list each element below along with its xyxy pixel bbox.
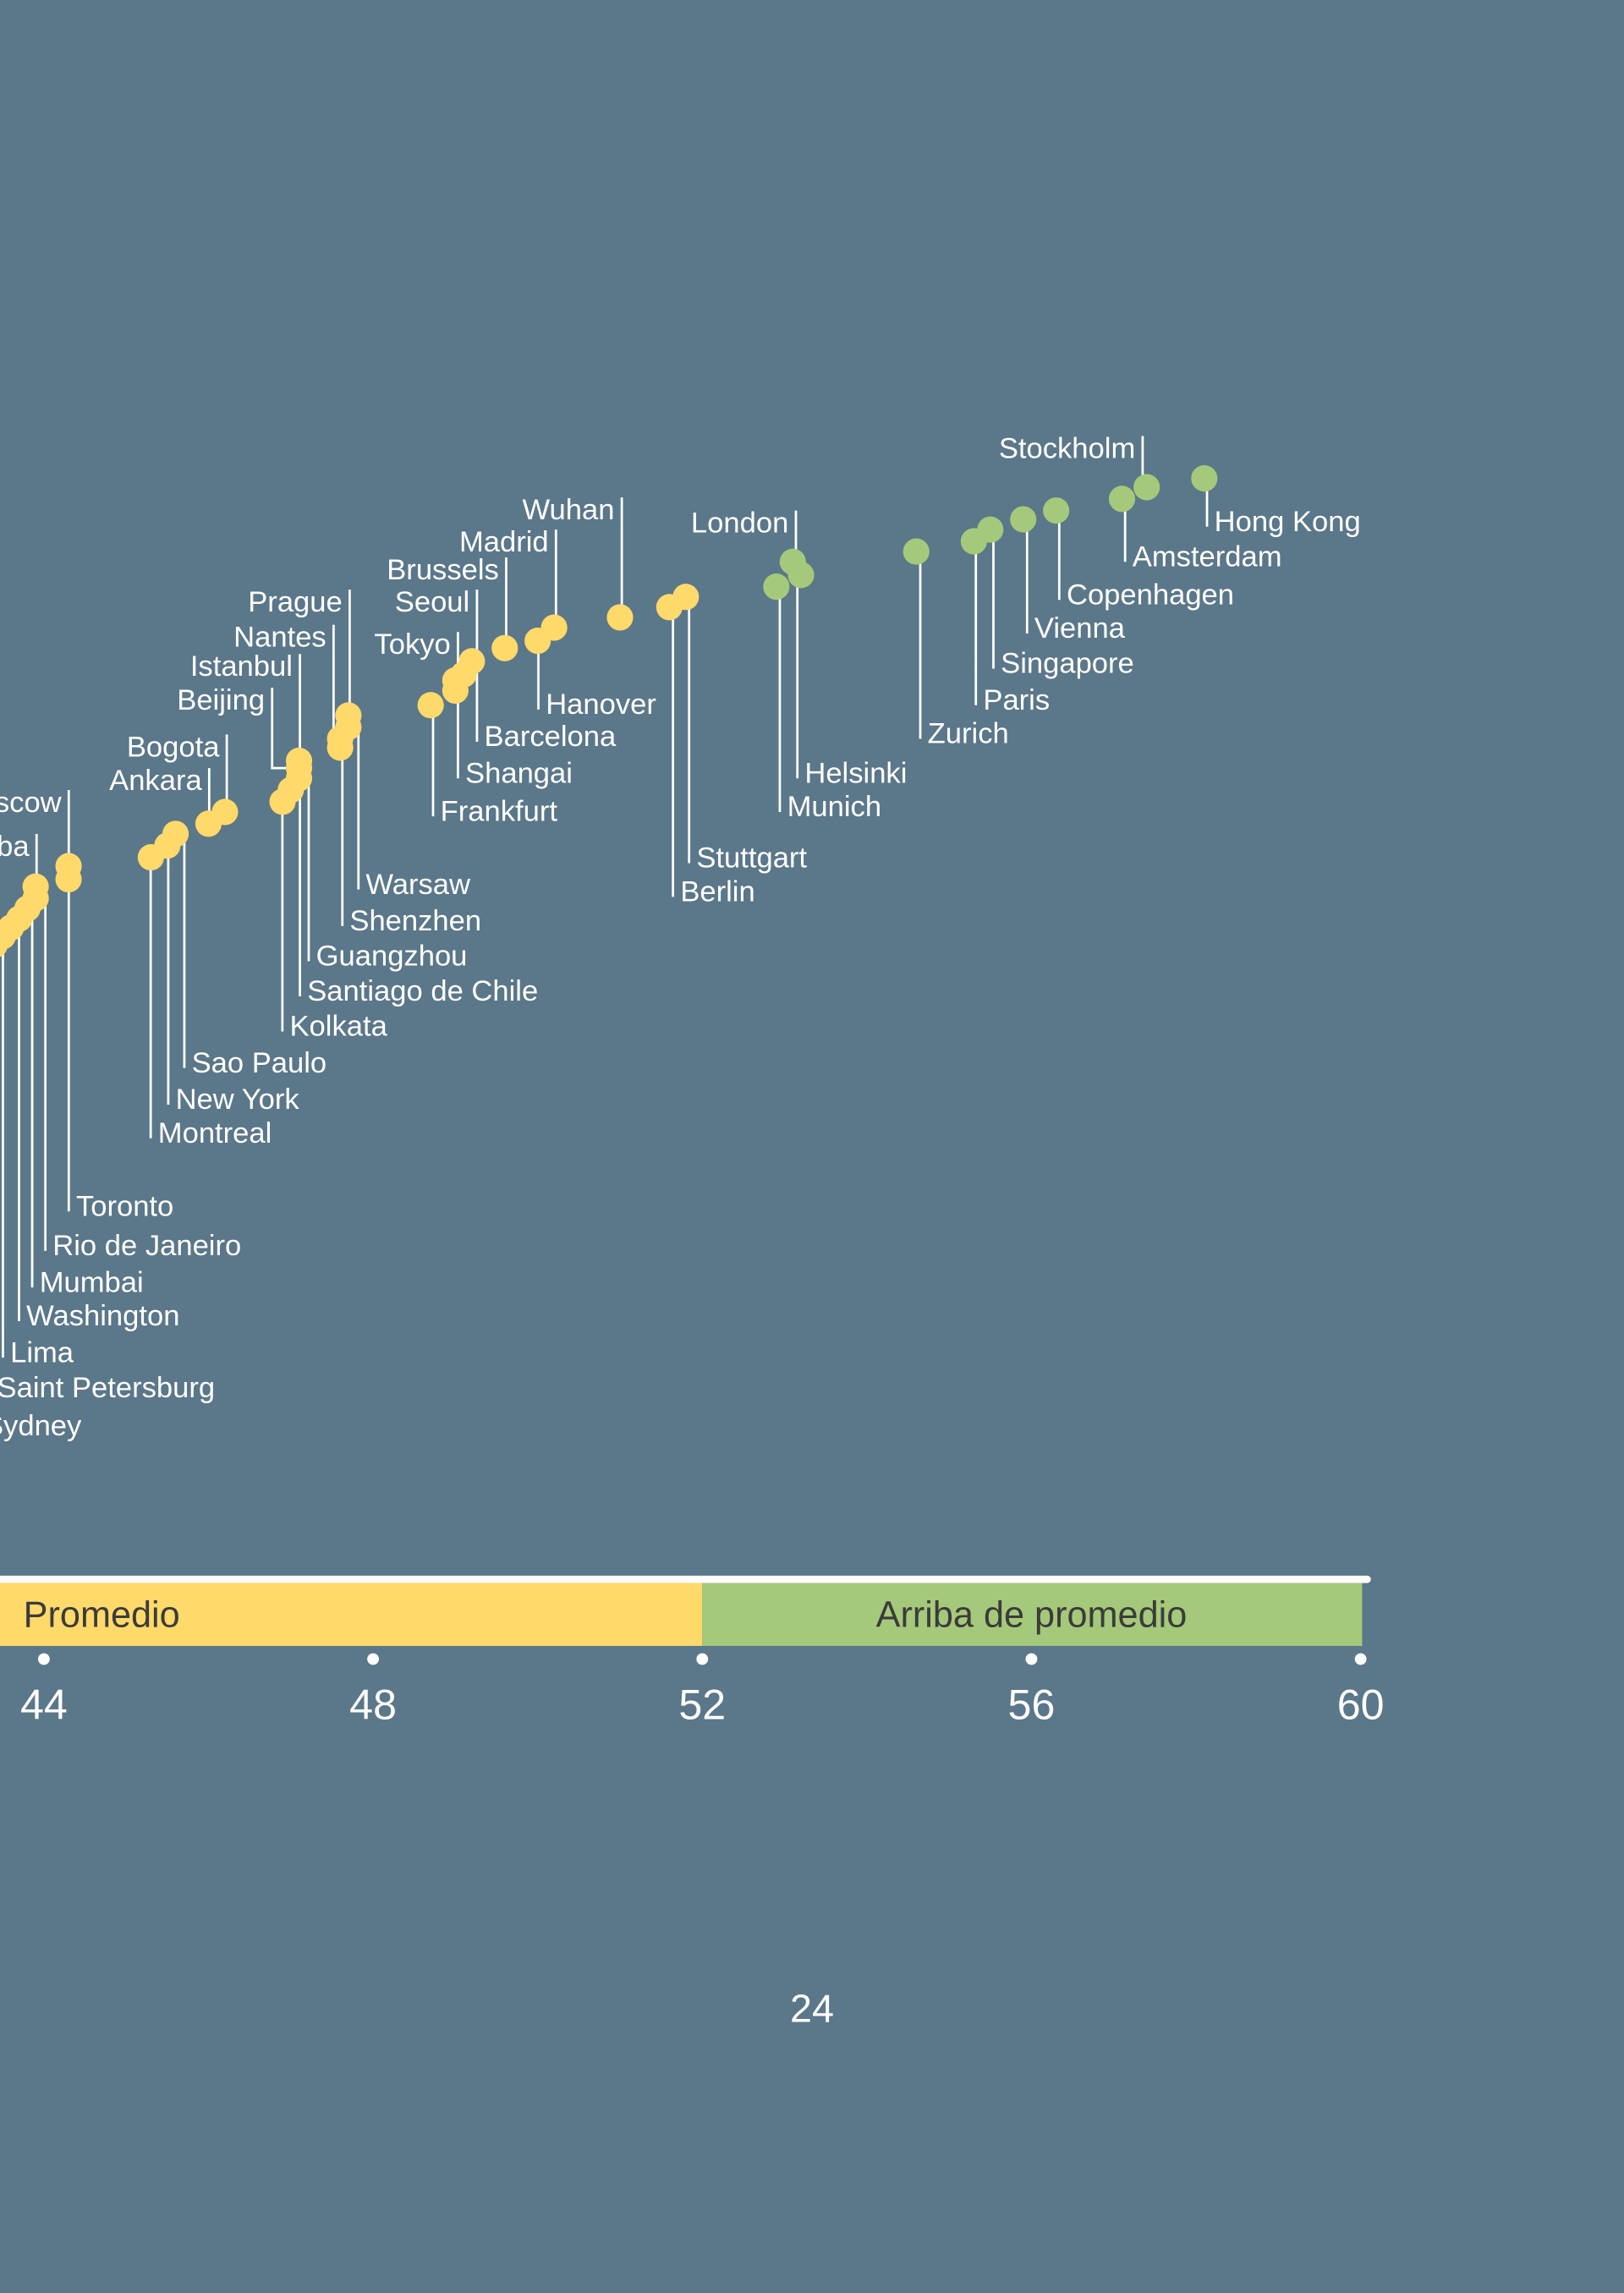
city-label: Berlin xyxy=(680,876,754,908)
city-label: Sydney xyxy=(0,1410,82,1442)
data-points xyxy=(0,465,1218,957)
city-label: Kolkata xyxy=(289,1011,387,1043)
city-label: Frankfurt xyxy=(441,795,558,827)
city-label: Seoul xyxy=(395,586,469,618)
city-label: Vienna xyxy=(1034,612,1126,645)
tick-mark xyxy=(1354,1653,1367,1665)
city-label: Guangzhou xyxy=(316,941,468,973)
city-label: Lima xyxy=(10,1336,74,1369)
city-label: Nantes xyxy=(233,622,326,654)
tick-label: 56 xyxy=(1008,1681,1056,1728)
city-label: Sao Paulo xyxy=(192,1047,327,1079)
city-label: Santiago de Chile xyxy=(307,975,538,1007)
city-label: Hanover xyxy=(546,688,656,721)
city-label: Copenhagen xyxy=(1067,579,1234,611)
city-label: Amsterdam xyxy=(1133,540,1282,573)
data-point xyxy=(326,734,354,761)
city-label: Istanbul xyxy=(190,650,293,683)
data-point xyxy=(656,594,683,621)
city-label: Brussels xyxy=(387,554,499,586)
city-label: Zurich xyxy=(928,718,1009,750)
city-label: Tokyo xyxy=(374,628,450,661)
data-point xyxy=(1010,506,1037,533)
data-point xyxy=(903,538,930,565)
data-point xyxy=(606,604,634,631)
city-label: Saint Petersburg xyxy=(0,1372,215,1404)
city-label: Ankara xyxy=(109,765,202,797)
x-axis: 44 48 52 56 60 xyxy=(20,1653,1385,1728)
data-point xyxy=(442,677,469,704)
tick-mark xyxy=(37,1653,50,1665)
band-arriba-de-promedio xyxy=(702,1583,1363,1646)
city-label: Stuttgart xyxy=(696,842,807,875)
tick-label: 48 xyxy=(349,1681,397,1728)
city-label: Paris xyxy=(983,684,1050,716)
data-point xyxy=(1043,497,1070,524)
tick-label: 52 xyxy=(678,1681,726,1728)
data-point xyxy=(524,628,551,655)
tick-mark xyxy=(367,1653,379,1665)
city-label: Toronto xyxy=(76,1190,173,1222)
city-label: ba xyxy=(0,831,30,863)
city-label: Mumbai xyxy=(40,1266,144,1298)
city-label: Wuhan xyxy=(523,494,615,526)
tick-label: 44 xyxy=(20,1681,68,1728)
city-label: Munich xyxy=(787,791,881,823)
band-label-promedio: Promedio xyxy=(24,1594,180,1635)
city-label: Shenzhen xyxy=(349,905,481,937)
city-label: Washington xyxy=(26,1300,179,1332)
data-point xyxy=(1108,485,1136,513)
city-label: London xyxy=(691,507,788,540)
band-promedio xyxy=(0,1583,703,1646)
data-point xyxy=(960,528,987,555)
data-point xyxy=(195,810,222,837)
page-number: 24 xyxy=(790,1986,834,2030)
data-point xyxy=(0,933,8,957)
city-label: Hong Kong xyxy=(1215,506,1361,538)
leader-lines xyxy=(2,436,1209,1358)
axis-top-line xyxy=(0,1575,1371,1583)
city-label: Madrid xyxy=(459,526,549,558)
city-label: Helsinki xyxy=(804,757,907,789)
tick-label: 60 xyxy=(1337,1681,1385,1728)
city-label: Prague xyxy=(248,586,343,618)
city-label: Bogota xyxy=(127,731,220,763)
data-point xyxy=(55,865,82,893)
city-label: Beijing xyxy=(177,684,265,716)
band-label-arriba-de-promedio: Arriba de promedio xyxy=(876,1594,1188,1635)
city-label: Rio de Janeiro xyxy=(52,1230,241,1262)
data-point xyxy=(1133,474,1160,501)
data-point xyxy=(787,562,815,589)
city-label: Warsaw xyxy=(365,869,471,901)
city-label: Shangai xyxy=(465,757,573,789)
data-point xyxy=(491,634,518,661)
city-label: Barcelona xyxy=(485,721,617,753)
city-label: New York xyxy=(176,1083,300,1116)
city-label: Montreal xyxy=(158,1117,272,1149)
data-point xyxy=(1191,465,1218,492)
city-label: Stockholm xyxy=(999,432,1135,464)
data-point xyxy=(137,844,164,871)
data-point xyxy=(763,573,790,601)
city-labels: Hong Kong Stockholm Amsterdam CopenhagenVie… xyxy=(0,432,1361,1441)
tick-mark xyxy=(696,1653,709,1665)
data-point xyxy=(417,692,444,719)
city-label: Singapore xyxy=(1001,648,1134,680)
data-point xyxy=(269,788,296,815)
tick-mark xyxy=(1025,1653,1038,1665)
city-label: Moscow xyxy=(0,787,63,819)
